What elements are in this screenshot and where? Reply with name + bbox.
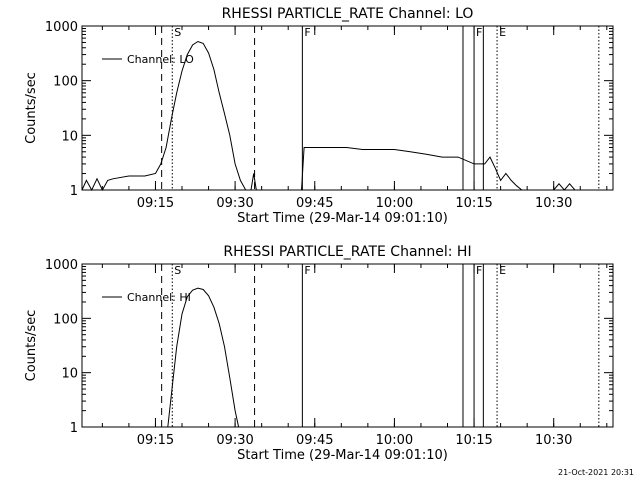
y-tick-label: 1 — [70, 184, 78, 199]
time-marker-label: F — [304, 264, 310, 277]
x-tick-label: 09:30 — [216, 196, 253, 211]
legend-label: Channel: LO — [127, 53, 194, 66]
x-axis-label: Start Time (29-Mar-14 09:01:10) — [237, 211, 448, 226]
x-tick-label: 10:00 — [376, 433, 413, 448]
y-tick-label: 100 — [53, 312, 78, 327]
chart-title: RHESSI PARTICLE_RATE Channel: LO — [222, 6, 474, 22]
y-tick-label: 1000 — [45, 258, 78, 273]
plot-frame — [81, 263, 614, 428]
y-tick-label: 100 — [53, 75, 78, 90]
x-tick-label: 09:15 — [137, 433, 174, 448]
x-tick-label: 10:15 — [455, 196, 492, 211]
time-marker-label: F — [304, 26, 310, 39]
chart-panel: RHESSI PARTICLE_RATE Channel: HI 1 10 100 10… — [24, 244, 614, 463]
time-marker-label: E — [499, 264, 506, 277]
plot-frame — [81, 25, 614, 191]
x-tick-label: 09:30 — [216, 433, 253, 448]
y-tick-label: 10 — [61, 129, 78, 144]
x-tick-label: 09:15 — [137, 196, 174, 211]
x-tick-label: 10:00 — [376, 196, 413, 211]
x-tick-label: 09:45 — [296, 433, 333, 448]
footer-timestamp: 21-Oct-2021 20:31 — [558, 468, 634, 477]
y-tick-label: 1 — [70, 421, 78, 436]
chart-panel: RHESSI PARTICLE_RATE Channel: LO 1 10 100 10… — [24, 6, 614, 226]
time-marker-label: S — [174, 26, 181, 39]
x-tick-label: 10:15 — [455, 433, 492, 448]
x-axis-label: Start Time (29-Mar-14 09:01:10) — [237, 448, 448, 463]
x-tick-label: 09:45 — [296, 196, 333, 211]
time-marker-label: E — [499, 26, 506, 39]
y-tick-label: 10 — [61, 367, 78, 382]
x-tick-label: 10:30 — [535, 196, 572, 211]
time-marker-label: F — [476, 264, 482, 277]
time-marker-label: S — [174, 264, 181, 277]
x-tick-label: 10:30 — [535, 433, 572, 448]
legend-label: Channel: HI — [127, 291, 191, 304]
y-axis-label: Counts/sec — [24, 310, 39, 382]
series-line — [167, 287, 240, 428]
y-tick-label: 1000 — [45, 20, 78, 35]
chart-title: RHESSI PARTICLE_RATE Channel: HI — [223, 244, 471, 260]
y-axis-label: Counts/sec — [24, 72, 39, 144]
series-line — [81, 40, 581, 192]
time-marker-label: F — [476, 26, 482, 39]
